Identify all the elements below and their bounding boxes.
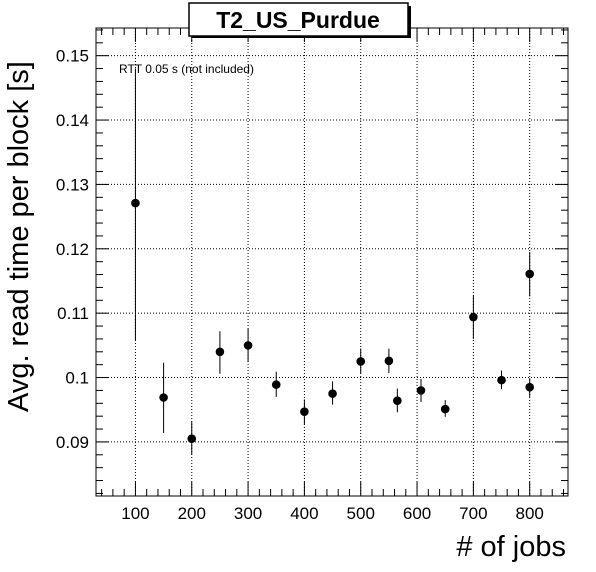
chart-title: T2_US_Purdue bbox=[216, 7, 380, 33]
data-point bbox=[243, 341, 253, 350]
y-tick-label: 0.14 bbox=[56, 111, 89, 130]
data-point bbox=[384, 356, 394, 366]
x-tick-label: 400 bbox=[290, 504, 318, 523]
data-point bbox=[469, 312, 478, 322]
y-tick-label: 0.11 bbox=[57, 304, 89, 323]
data-point bbox=[440, 404, 450, 414]
data-point bbox=[328, 389, 337, 398]
title-box-shadow-right bbox=[408, 6, 411, 38]
data-point bbox=[187, 434, 197, 444]
x-tick-label: 700 bbox=[459, 504, 487, 523]
data-point bbox=[215, 347, 225, 357]
data-point bbox=[497, 375, 506, 385]
x-tick-label: 500 bbox=[347, 504, 375, 523]
data-points bbox=[131, 198, 534, 444]
data-point bbox=[393, 396, 402, 406]
y-tick-label: 0.09 bbox=[56, 433, 89, 452]
x-tick-label: 200 bbox=[178, 504, 206, 523]
annotation-text: RTT 0.05 s (not included) bbox=[119, 62, 254, 76]
data-point bbox=[525, 269, 534, 279]
data-point bbox=[300, 407, 309, 416]
x-tick-label: 600 bbox=[403, 504, 431, 523]
x-tick-label: 300 bbox=[234, 504, 262, 523]
data-point bbox=[416, 386, 426, 395]
data-point bbox=[525, 382, 534, 392]
y-tick-label: 0.13 bbox=[56, 175, 89, 194]
y-tick-label: 0.1 bbox=[65, 369, 89, 388]
title-box: T2_US_Purdue bbox=[188, 2, 411, 38]
data-point bbox=[159, 393, 168, 402]
x-axis-title: # of jobs bbox=[456, 531, 566, 563]
x-tick-label: 800 bbox=[516, 504, 544, 523]
x-tick-label: 100 bbox=[121, 504, 149, 523]
data-point bbox=[131, 198, 140, 208]
tick-labels: 0.09 0.1 0.11 0.12 0.13 0.14 0.15 100 200 300 400 5… bbox=[56, 47, 544, 523]
y-tick-label: 0.12 bbox=[56, 240, 89, 259]
y-axis-title: Avg. read time per block [s] bbox=[3, 61, 35, 412]
title-box-shadow-bottom bbox=[192, 36, 411, 38]
data-point bbox=[271, 380, 281, 389]
y-tick-label: 0.15 bbox=[56, 47, 89, 66]
data-point bbox=[356, 357, 366, 366]
